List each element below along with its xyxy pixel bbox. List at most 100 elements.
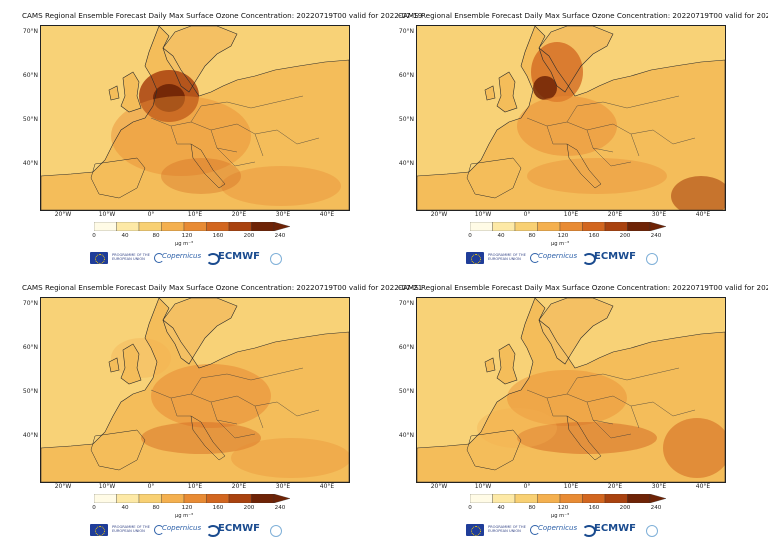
lon-label: 20°W bbox=[54, 211, 72, 218]
colorbar-tick: 200 bbox=[619, 233, 631, 239]
lat-label: 50°N bbox=[398, 116, 414, 123]
colorbar-tick: 240 bbox=[650, 505, 662, 511]
colorbar-segment bbox=[627, 494, 651, 503]
colorbar-segment bbox=[537, 494, 561, 503]
panel-title: CAMS Regional Ensemble Forecast Daily Ma… bbox=[22, 11, 423, 20]
colorbar-segment bbox=[537, 222, 561, 231]
colorbar bbox=[94, 494, 290, 503]
eu-programme-text: PROGRAMME OF THE EUROPEAN UNION bbox=[112, 525, 150, 533]
colorbar-tick: 160 bbox=[212, 505, 224, 511]
colorbar-extend-arrow bbox=[649, 222, 666, 231]
lon-label: 10°W bbox=[474, 483, 492, 490]
coastline-iberia bbox=[90, 429, 146, 471]
forecast-panel-day4: CAMS Regional Ensemble Forecast Daily Ma… bbox=[384, 280, 768, 545]
colorbar bbox=[470, 222, 666, 231]
colorbar-tick: 200 bbox=[619, 505, 631, 511]
lat-label: 50°N bbox=[22, 116, 38, 123]
colorbar-tick: 40 bbox=[497, 233, 505, 239]
eu-flag-icon bbox=[466, 252, 484, 264]
colorbar-segment bbox=[116, 222, 140, 231]
ecmwf-logo: ECMWF bbox=[218, 523, 260, 534]
lat-label: 70°N bbox=[398, 28, 414, 35]
colorbar-extend-arrow bbox=[649, 494, 666, 503]
ecmwf-logo: ECMWF bbox=[594, 523, 636, 534]
colorbar-tick: 80 bbox=[152, 233, 160, 239]
eu-programme-text: PROGRAMME OF THE EUROPEAN UNION bbox=[112, 253, 150, 261]
lon-label: 0° bbox=[147, 211, 155, 218]
colorbar-tick: 120 bbox=[181, 505, 193, 511]
lon-label: 30°E bbox=[651, 483, 667, 490]
lon-label: 20°E bbox=[231, 211, 247, 218]
eu-flag-icon bbox=[90, 252, 108, 264]
coastline-iberia bbox=[466, 429, 522, 471]
coastline-uk bbox=[484, 343, 518, 385]
colorbar-tick: 160 bbox=[588, 505, 600, 511]
ecmwf-logo: ECMWF bbox=[594, 251, 636, 262]
colorbar-segment bbox=[183, 222, 207, 231]
coastline-uk bbox=[108, 71, 142, 113]
coastline bbox=[41, 26, 349, 210]
ecmwf-icon bbox=[582, 525, 596, 537]
coastline-italy bbox=[190, 415, 226, 461]
lon-label: 20°E bbox=[607, 483, 623, 490]
lon-label: 40°E bbox=[695, 211, 711, 218]
coastline-scandinavia bbox=[538, 26, 614, 93]
colorbar-tick: 40 bbox=[497, 505, 505, 511]
lon-label: 20°E bbox=[231, 483, 247, 490]
lon-label: 10°E bbox=[187, 483, 203, 490]
copernicus-icon bbox=[154, 253, 164, 263]
colorbar-segment bbox=[582, 494, 606, 503]
lon-label: 0° bbox=[147, 483, 155, 490]
copernicus-icon bbox=[530, 253, 540, 263]
europe-landmass bbox=[41, 26, 349, 210]
colorbar-segment bbox=[492, 222, 516, 231]
colorbar-tick: 120 bbox=[181, 233, 193, 239]
lon-label: 20°E bbox=[607, 211, 623, 218]
forecast-panel-day2: CAMS Regional Ensemble Forecast Daily Ma… bbox=[384, 8, 768, 273]
colorbar-units: µg m⁻³ bbox=[174, 241, 194, 247]
coastline-iberia bbox=[90, 157, 146, 199]
colorbar-tick: 40 bbox=[121, 233, 129, 239]
ozone-hotspot bbox=[517, 422, 657, 454]
colorbar-tick: 240 bbox=[650, 233, 662, 239]
ozone-hotspot bbox=[533, 76, 557, 100]
coastline-italy bbox=[566, 415, 602, 461]
country-borders bbox=[150, 95, 320, 167]
eu-flag-icon bbox=[466, 524, 484, 536]
colorbar-tick: 0 bbox=[92, 505, 96, 511]
colorbar-segment bbox=[251, 222, 275, 231]
colorbar-segment bbox=[138, 222, 162, 231]
cams-icon bbox=[270, 525, 282, 537]
coastline bbox=[41, 298, 349, 482]
country-borders bbox=[150, 367, 320, 439]
colorbar-segment bbox=[94, 494, 117, 503]
colorbar-tick: 240 bbox=[274, 505, 286, 511]
ozone-hotspot bbox=[507, 370, 627, 426]
lon-label: 20°W bbox=[54, 483, 72, 490]
lat-label: 50°N bbox=[22, 388, 38, 395]
lon-label: 20°W bbox=[430, 483, 448, 490]
copernicus-logo: Copernicus bbox=[162, 252, 202, 260]
lat-label: 70°N bbox=[22, 300, 38, 307]
lat-label: 40°N bbox=[398, 432, 414, 439]
colorbar-segment bbox=[116, 494, 140, 503]
lon-label: 20°W bbox=[430, 211, 448, 218]
ozone-hotspot bbox=[477, 408, 557, 448]
colorbar-tick: 160 bbox=[588, 233, 600, 239]
colorbar-segment bbox=[251, 494, 275, 503]
ozone-hotspot bbox=[111, 338, 171, 378]
colorbar-segment bbox=[492, 494, 516, 503]
ecmwf-icon bbox=[206, 253, 220, 265]
ozone-hotspot bbox=[153, 84, 185, 112]
colorbar-tick: 200 bbox=[243, 233, 255, 239]
panel-title: CAMS Regional Ensemble Forecast Daily Ma… bbox=[22, 283, 423, 292]
ecmwf-icon bbox=[582, 253, 596, 265]
ozone-map bbox=[416, 25, 726, 211]
ozone-hotspot bbox=[671, 176, 725, 210]
eu-programme-text: PROGRAMME OF THE EUROPEAN UNION bbox=[488, 253, 526, 261]
coastline-scandinavia bbox=[538, 298, 614, 365]
ozone-map bbox=[40, 25, 350, 211]
ecmwf-logo: ECMWF bbox=[218, 251, 260, 262]
colorbar-segment bbox=[161, 494, 185, 503]
cams-icon bbox=[270, 253, 282, 265]
